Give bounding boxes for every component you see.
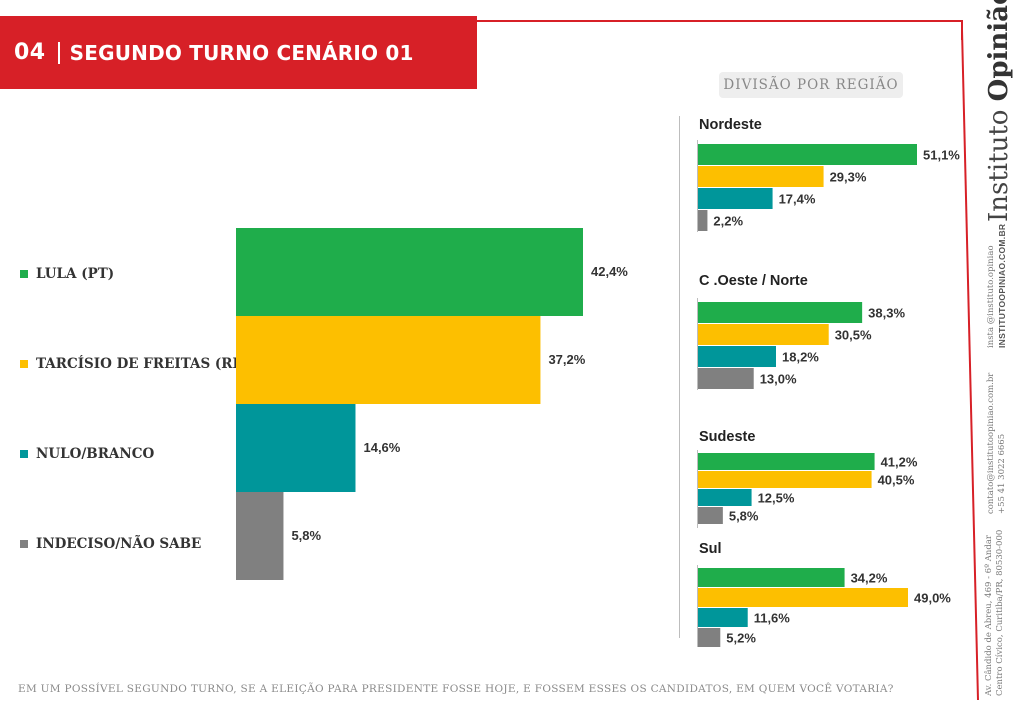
- brand-logo: Instituto Opinião: [984, 0, 1014, 222]
- coeste-norte-bar-lula: [698, 302, 863, 323]
- region-axis-sudeste: [697, 450, 698, 528]
- legend-lula: LULA (PT): [20, 266, 114, 282]
- coeste-norte-bar-label-indeciso: 13,0%: [760, 372, 797, 387]
- nordeste-bar-label-indeciso: 2,2%: [713, 214, 743, 229]
- vertical-divider: [679, 116, 680, 638]
- sul-bar-indeciso: [698, 628, 721, 647]
- page-header: 04 SEGUNDO TURNO CENÁRIO 01: [0, 16, 477, 89]
- sudeste-bar-label-lula: 41,2%: [881, 455, 918, 470]
- sudeste-bar-lula: [698, 453, 875, 470]
- legend-swatch-lula: [20, 270, 28, 278]
- nordeste-bar-lula: [698, 144, 917, 165]
- side-site: INSTITUTOOPINIAO.COM.BR: [997, 223, 1007, 348]
- side-address: Av. Cândido de Abreu, 469 - 6º Andar Cen…: [984, 530, 1006, 696]
- section-number: 04: [14, 40, 46, 65]
- nordeste-bar-label-nulo: 17,4%: [779, 192, 816, 207]
- sudeste-bar-indeciso: [698, 507, 723, 524]
- region-title-sudeste: Sudeste: [699, 429, 756, 445]
- legend-swatch-nulo: [20, 450, 28, 458]
- coeste-norte-bar-label-nulo: 18,2%: [782, 350, 819, 365]
- sudeste-bar-label-nulo: 12,5%: [758, 491, 795, 506]
- main-bar-nulo: [236, 404, 356, 492]
- nordeste-bar-label-tarcisio: 29,3%: [830, 170, 867, 185]
- header-separator: [57, 41, 60, 64]
- sudeste-bar-nulo: [698, 489, 752, 506]
- main-bar-indeciso: [236, 492, 284, 580]
- main-bar-label-indeciso: 5,8%: [291, 528, 321, 543]
- main-bar-label-lula: 42,4%: [591, 264, 628, 279]
- coeste-norte-bar-nulo: [698, 346, 776, 367]
- legend-label-indeciso: INDECISO/NÃO SABE: [36, 536, 202, 552]
- legend-label-nulo: NULO/BRANCO: [36, 446, 155, 462]
- main-bar-label-tarcisio: 37,2%: [548, 352, 585, 367]
- sul-bar-nulo: [698, 608, 748, 627]
- sul-bar-label-nulo: 11,6%: [754, 611, 791, 626]
- legend-nulo: NULO/BRANCO: [20, 446, 154, 462]
- side-address-1: Av. Cândido de Abreu, 469 - 6º Andar: [984, 535, 994, 696]
- side-contact: contato@institutoopiniao.com.br +55 41 3…: [986, 373, 1008, 514]
- frame-top-line: [477, 20, 963, 22]
- region-title-coeste-norte: C .Oeste / Norte: [699, 273, 808, 289]
- main-bar-lula: [236, 228, 583, 316]
- region-title-sul: Sul: [699, 541, 722, 557]
- page-title: SEGUNDO TURNO CENÁRIO 01: [69, 40, 414, 65]
- side-phone: +55 41 3022 6665: [997, 433, 1007, 514]
- legend-indeciso: INDECISO/NÃO SABE: [20, 536, 201, 552]
- region-title-nordeste: Nordeste: [699, 117, 762, 133]
- sul-bar-lula: [698, 568, 845, 587]
- sul-bar-label-tarcisio: 49,0%: [914, 591, 951, 606]
- legend-tarcisio: TARCÍSIO DE FREITAS (REP): [20, 356, 259, 372]
- coeste-norte-bar-indeciso: [698, 368, 754, 389]
- brand-part1: Instituto: [984, 101, 1014, 222]
- region-axis-nordeste: [697, 140, 698, 232]
- coeste-norte-bar-label-tarcisio: 30,5%: [835, 328, 872, 343]
- nordeste-bar-nulo: [698, 188, 773, 209]
- region-axis-coeste-norte: [697, 298, 698, 390]
- legend-swatch-indeciso: [20, 540, 28, 548]
- region-division-tag: DIVISÃO POR REGIÃO: [719, 72, 903, 98]
- main-bar-tarcisio: [236, 316, 541, 404]
- side-email: contato@institutoopiniao.com.br: [986, 372, 996, 514]
- nordeste-bar-tarcisio: [698, 166, 824, 187]
- side-insta: insta @instituto.opiniao: [986, 245, 996, 348]
- nordeste-bar-label-lula: 51,1%: [923, 148, 960, 163]
- sudeste-bar-label-indeciso: 5,8%: [729, 509, 759, 524]
- main-bar-label-nulo: 14,6%: [363, 440, 400, 455]
- legend-label-lula: LULA (PT): [36, 266, 115, 282]
- side-social: insta @instituto.opiniao INSTITUTOOPINIA…: [986, 224, 1009, 348]
- brand-part2: Opinião: [984, 0, 1014, 102]
- sul-bar-tarcisio: [698, 588, 908, 607]
- sul-bar-label-indeciso: 5,2%: [726, 631, 756, 646]
- legend-label-tarcisio: TARCÍSIO DE FREITAS (REP): [36, 356, 260, 372]
- survey-question: EM UM POSSÍVEL SEGUNDO TURNO, SE A ELEIÇ…: [18, 683, 894, 695]
- side-address-2: Centro Cívico, Curitiba/PR, 80530-000: [995, 529, 1005, 696]
- coeste-norte-bar-tarcisio: [698, 324, 829, 345]
- nordeste-bar-indeciso: [698, 210, 708, 231]
- coeste-norte-bar-label-lula: 38,3%: [868, 306, 905, 321]
- sul-bar-label-lula: 34,2%: [851, 571, 888, 586]
- legend-swatch-tarcisio: [20, 360, 28, 368]
- sudeste-bar-tarcisio: [698, 471, 872, 488]
- region-axis-sul: [697, 565, 698, 647]
- sudeste-bar-label-tarcisio: 40,5%: [878, 473, 915, 488]
